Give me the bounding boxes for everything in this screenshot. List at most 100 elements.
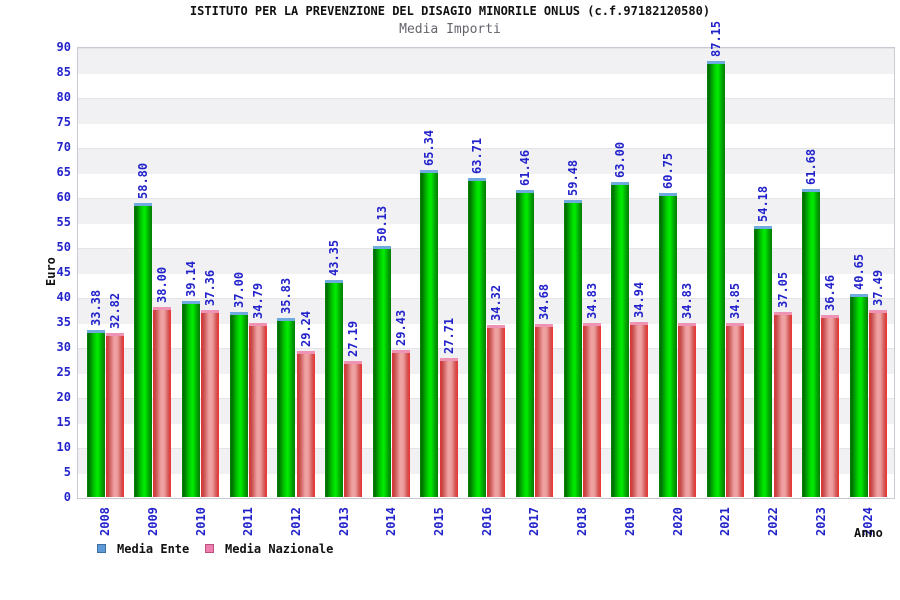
- x-tick-label-2016: 2016: [479, 507, 494, 536]
- bar-value-label: 34.83: [680, 282, 695, 319]
- bar-value-label: 37.05: [775, 271, 790, 308]
- y-tick-label: 0: [63, 490, 71, 504]
- y-tick-label: 35: [56, 315, 71, 329]
- bar-media-ente-2009: [134, 203, 153, 497]
- bar-value-label: 63.71: [470, 138, 485, 175]
- bar-value-label: 40.65: [851, 253, 866, 290]
- bar-value-label: 58.80: [136, 162, 151, 199]
- bar-value-label: 34.94: [632, 282, 647, 319]
- x-tick-label-2020: 2020: [670, 507, 685, 536]
- x-tick-label-2014: 2014: [384, 507, 399, 536]
- bar-media-nazionale-2019: [630, 322, 649, 497]
- bar-value-label: 60.75: [660, 153, 675, 190]
- bar-value-label: 29.24: [298, 310, 313, 347]
- chart-title: ISTITUTO PER LA PREVENZIONE DEL DISAGIO …: [189, 4, 711, 18]
- bar-media-ente-2022: [754, 226, 773, 497]
- x-tick-label-2022: 2022: [765, 507, 780, 536]
- bar-media-nazionale-2010: [201, 310, 220, 497]
- bar-value-label: 37.49: [870, 269, 885, 306]
- bar-media-nazionale-2013: [344, 361, 363, 497]
- bar-value-label: 61.68: [804, 148, 818, 185]
- bar-media-ente-2023: [802, 188, 820, 497]
- bar-media-ente-2015: [420, 170, 439, 497]
- y-tick-label: 5: [63, 465, 71, 479]
- bar-value-label: 87.15: [708, 21, 723, 58]
- y-tick-label: 10: [56, 440, 71, 454]
- bar-value-label: 27.19: [346, 320, 361, 358]
- bar-media-nazionale-2021: [725, 322, 744, 497]
- bar-value-label: 34.32: [489, 285, 504, 322]
- y-tick-label: 90: [56, 40, 71, 54]
- bar-value-label: 50.13: [374, 206, 389, 243]
- y-tick-label: 65: [56, 165, 71, 179]
- bar-value-label: 43.35: [327, 240, 341, 277]
- bar-media-nazionale-2024: [868, 309, 887, 497]
- bar-media-ente-2016: [468, 178, 487, 497]
- bar-value-label: 61.46: [517, 149, 532, 186]
- bar-media-ente-2021: [706, 61, 725, 497]
- chart-subtitle: Media Importi: [399, 22, 501, 37]
- bar-value-label: 63.00: [613, 141, 628, 178]
- bar-media-ente-2020: [658, 193, 677, 497]
- x-tick-label-2013: 2013: [336, 507, 351, 536]
- x-axis-title: Anno: [854, 526, 883, 540]
- bar-media-nazionale-2022: [773, 311, 792, 497]
- y-tick-label: 45: [56, 265, 71, 279]
- bar-value-label: 34.85: [727, 282, 742, 319]
- bar-value-label: 27.71: [441, 318, 456, 355]
- y-tick-label: 40: [56, 290, 71, 304]
- bar-value-label: 38.00: [155, 266, 170, 303]
- bar-value-label: 37.00: [231, 271, 246, 308]
- bar-value-label: 39.14: [183, 261, 198, 298]
- y-tick-label: 20: [56, 390, 71, 404]
- bar-media-nazionale-2017: [535, 323, 553, 497]
- x-tick-label-2011: 2011: [241, 507, 256, 536]
- bar-media-nazionale-2012: [296, 350, 315, 497]
- bar-media-ente-2012: [277, 317, 296, 497]
- bar-value-label: 29.43: [393, 309, 408, 346]
- y-tick-label: 70: [56, 140, 71, 154]
- bar-media-ente-2017: [515, 189, 534, 497]
- bar-value-label: 34.83: [584, 282, 599, 319]
- x-tick-label-2008: 2008: [98, 507, 113, 536]
- y-tick-label: 50: [56, 240, 71, 254]
- media-nazionale-swatch-icon: [205, 544, 214, 553]
- legend-label-media-nazionale: Media Nazionale: [225, 542, 334, 556]
- x-tick-label-2018: 2018: [575, 507, 590, 536]
- bar-value-label: 65.34: [422, 130, 437, 167]
- bar-media-nazionale-2020: [678, 322, 697, 497]
- bar-value-label: 54.18: [756, 185, 771, 223]
- y-axis-title: Euro: [44, 257, 58, 286]
- bar-media-nazionale-2008: [105, 332, 124, 497]
- bar-media-nazionale-2009: [153, 307, 172, 497]
- bar-media-ente-2018: [563, 199, 582, 497]
- bar-media-nazionale-2014: [391, 349, 410, 497]
- y-tick-label: 60: [56, 190, 71, 204]
- media-ente-swatch-icon: [97, 544, 106, 553]
- bar-media-nazionale-2016: [487, 325, 506, 497]
- x-tick-label-2012: 2012: [288, 507, 303, 536]
- x-tick-label-2017: 2017: [527, 507, 542, 536]
- y-tick-label: 75: [56, 115, 71, 129]
- y-tick-label: 55: [56, 215, 71, 229]
- bar-media-nazionale-2011: [248, 323, 267, 497]
- bar-media-nazionale-2023: [821, 314, 840, 497]
- y-tick-label: 15: [56, 415, 71, 429]
- bar-value-label: 35.83: [279, 277, 294, 314]
- bar-media-ente-2024: [849, 293, 868, 497]
- bar-media-ente-2010: [181, 301, 200, 497]
- y-tick-label: 80: [56, 90, 71, 104]
- bar-media-ente-2008: [86, 330, 105, 497]
- bar-value-label: 34.68: [537, 283, 551, 320]
- bar-value-label: 34.79: [250, 282, 265, 320]
- bar-value-label: 37.36: [203, 270, 218, 307]
- bar-media-nazionale-2018: [582, 322, 601, 497]
- bar-media-ente-2019: [611, 182, 630, 497]
- bar-media-ente-2011: [229, 312, 248, 497]
- y-tick-label: 30: [56, 340, 71, 354]
- bar-value-label: 36.46: [823, 274, 838, 311]
- legend-label-media-ente: Media Ente: [117, 542, 190, 556]
- bar-value-label: 33.38: [88, 289, 103, 327]
- x-tick-label-2009: 2009: [145, 507, 160, 536]
